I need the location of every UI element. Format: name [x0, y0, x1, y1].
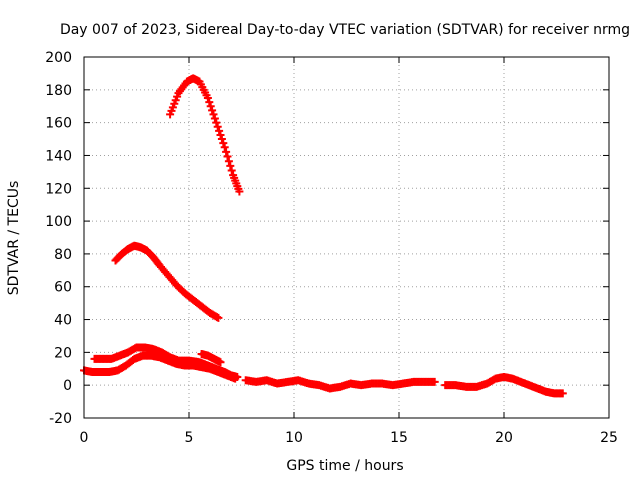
y-tick-label: 0 [63, 378, 72, 394]
y-tick-label: 160 [45, 116, 72, 132]
data-point-marker [209, 110, 218, 119]
data-point-marker [226, 161, 235, 170]
data-point-marker [214, 313, 223, 322]
series-track-small-hump [197, 350, 225, 367]
data-point-marker [224, 157, 233, 166]
x-tick-label: 25 [600, 430, 618, 446]
data-point-marker [430, 377, 439, 386]
y-tick-label: -20 [49, 411, 72, 427]
data-point-marker [223, 152, 232, 161]
plot-markers [80, 74, 567, 398]
y-tick-label: 60 [54, 280, 72, 296]
y-tick-label: 180 [45, 83, 72, 99]
data-point-marker [235, 187, 244, 196]
y-tick-label: 20 [54, 345, 72, 361]
data-point-marker [219, 139, 228, 148]
data-point-marker [208, 106, 217, 115]
y-tick-label: 40 [54, 313, 72, 329]
y-axis-label: SDTVAR / TECUs [6, 181, 22, 296]
data-point-marker [205, 98, 214, 107]
y-tick-label: 80 [54, 247, 72, 263]
series-track-mid [111, 241, 223, 322]
x-axis-ticks: 0 5 10 15 20 25 [80, 57, 618, 446]
grid-lines [84, 57, 609, 418]
data-point-marker [220, 143, 229, 152]
x-tick-label: 20 [495, 430, 513, 446]
data-point-marker [212, 118, 221, 127]
x-tick-label: 10 [285, 430, 303, 446]
plot-frame [83, 56, 610, 419]
data-point-marker [210, 114, 219, 123]
data-point-marker [222, 147, 231, 156]
x-tick-label: 5 [185, 430, 194, 446]
data-point-marker [558, 389, 567, 398]
series-track-late [441, 372, 567, 398]
x-tick-label: 15 [390, 430, 408, 446]
data-point-marker [215, 126, 224, 135]
data-point-marker [231, 374, 240, 383]
y-tick-label: 100 [45, 214, 72, 230]
y-axis-ticks: -20 0 20 40 60 80 100 120 140 160 180 200 [45, 50, 609, 427]
series-track-low-lower [80, 351, 240, 383]
data-point-marker [217, 135, 226, 144]
y-tick-label: 120 [45, 181, 72, 197]
series-track-high [166, 74, 244, 196]
x-tick-label: 0 [80, 430, 89, 446]
y-tick-label: 140 [45, 148, 72, 164]
data-point-marker [203, 94, 212, 103]
data-point-marker [216, 358, 225, 367]
data-point-marker [227, 166, 236, 175]
data-point-marker [213, 122, 222, 131]
chart-title: Day 007 of 2023, Sidereal Day-to-day VTE… [60, 22, 630, 38]
data-point-marker [206, 102, 215, 111]
y-tick-label: 200 [45, 50, 72, 66]
x-axis-label: GPS time / hours [286, 458, 403, 474]
data-point-marker [216, 130, 225, 139]
series-track-near-zero [241, 376, 439, 393]
